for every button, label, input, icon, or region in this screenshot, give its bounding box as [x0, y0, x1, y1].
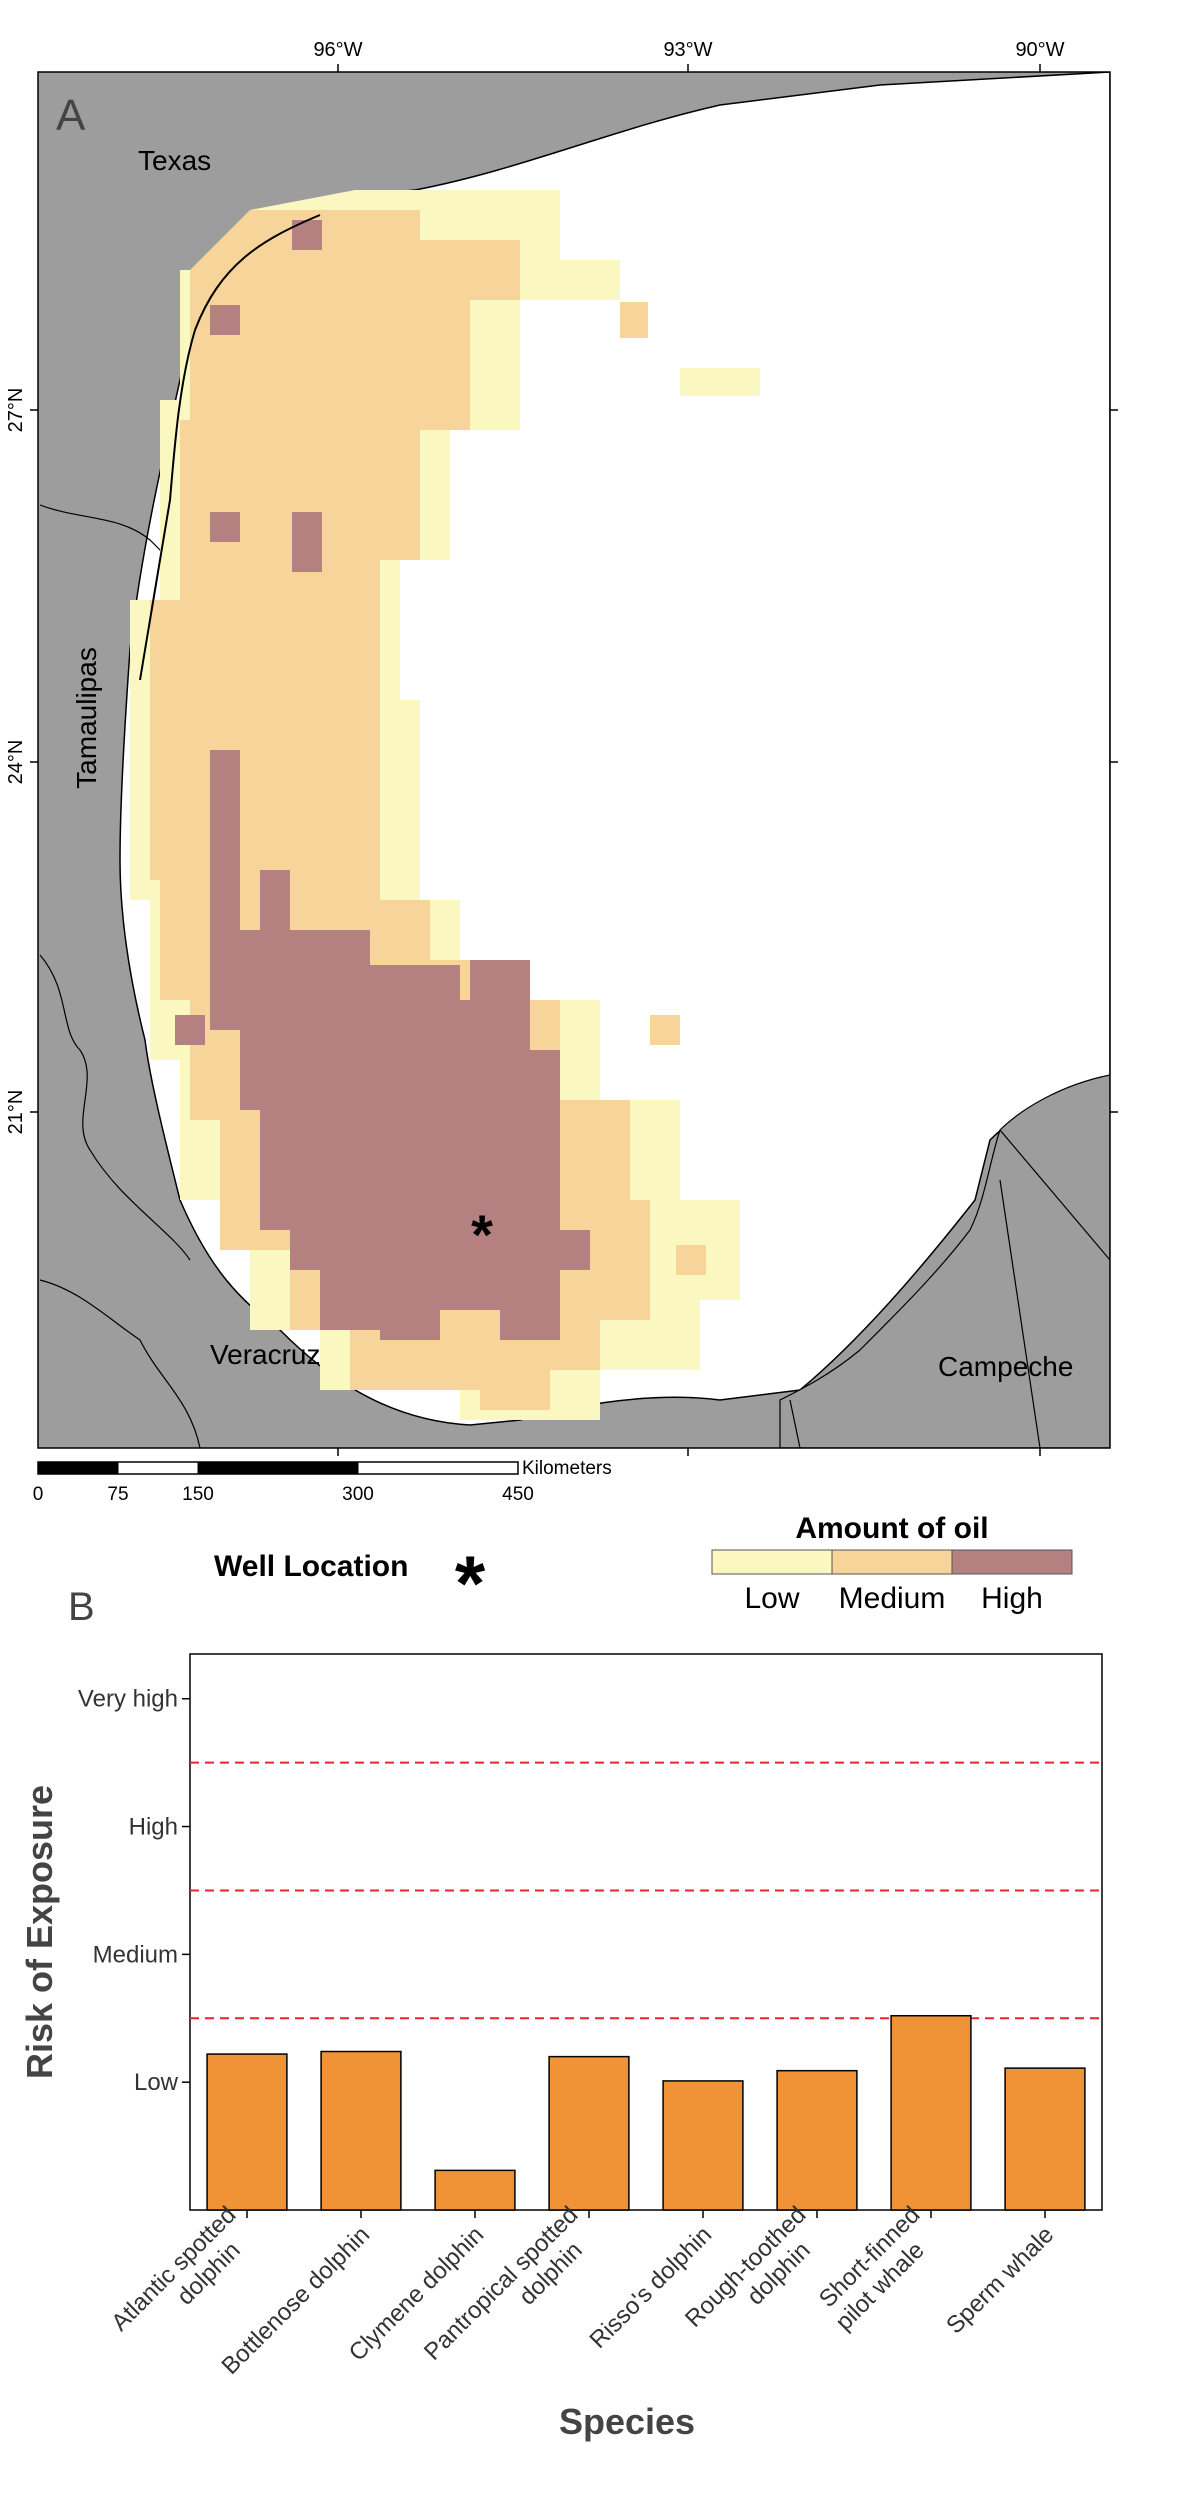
x-tick-label-0: Atlantic spotteddolphin	[106, 2201, 261, 2356]
oil-legend-medium: Medium	[839, 1582, 946, 1615]
state-borders	[39, 504, 1110, 1448]
lon-axis: 96°W 93°W 90°W	[313, 39, 1065, 1456]
lat-label-21n: 21°N	[5, 1090, 27, 1135]
scale-tick-300: 300	[342, 1484, 374, 1505]
bar-6	[890, 2014, 972, 2211]
well-marker-icon: *	[471, 1203, 493, 1266]
panel-b-chart: B Risk of Exposure Species Low Medium High…	[19, 1585, 1103, 2442]
place-campeche: Campeche	[938, 1351, 1073, 1382]
panel-a-map: 96°W 93°W 90°W 27°N 24°N 21°N A Texas Ta…	[5, 39, 1118, 1627]
x-tick-label-6: Short-finnedpilot whale	[811, 2201, 946, 2336]
oil-legend-swatch-medium	[831, 1549, 953, 1575]
bar-2	[434, 2169, 516, 2211]
oil-legend-swatch-low	[711, 1549, 833, 1575]
scale-tick-0: 0	[33, 1484, 44, 1505]
y-tick-label-2: High	[129, 1814, 178, 1841]
scale-tick-150: 150	[182, 1484, 214, 1505]
lat-label-27n: 27°N	[5, 388, 27, 433]
oil-legend-swatch-high	[951, 1549, 1073, 1575]
threshold-lines	[190, 1761, 1102, 2020]
oil-legend-title: Amount of oil	[795, 1512, 988, 1545]
lon-label-96w: 96°W	[313, 39, 362, 61]
panel-b-label: B	[68, 1585, 95, 1629]
oil-cells	[130, 190, 760, 1420]
x-axis-title: Species	[559, 2401, 695, 2442]
scale-tick-75: 75	[107, 1484, 128, 1505]
x-tick-label-7: Sperm whale	[941, 2221, 1059, 2339]
yucatan-land	[779, 1074, 1110, 1448]
place-tamaulipas: Tamaulipas	[71, 647, 102, 789]
bar-3	[548, 2055, 630, 2211]
coastline	[139, 214, 321, 681]
place-texas: Texas	[138, 145, 211, 176]
place-veracruz: Veracruz	[210, 1339, 321, 1370]
y-tick-label-3: Very high	[78, 1686, 178, 1713]
lon-label-93w: 93°W	[663, 39, 712, 61]
well-location-label: Well Location	[214, 1550, 408, 1583]
bar-7	[1004, 2067, 1086, 2211]
bar-5	[776, 2069, 858, 2211]
bar-4	[662, 2080, 744, 2211]
lat-axis: 27°N 24°N 21°N	[5, 388, 1118, 1135]
bar-1	[320, 2050, 402, 2211]
scale-bar: Kilometers 0 75 150 300 450	[33, 1458, 612, 1505]
scale-unit: Kilometers	[522, 1458, 612, 1479]
well-legend-icon: *	[455, 1539, 486, 1627]
y-tick-label-0: Low	[134, 2069, 179, 2096]
x-tick-label-4: Risso's dolphin	[585, 2221, 718, 2354]
oil-legend: Amount of oil Low Medium High	[711, 1512, 1073, 1615]
lat-label-24n: 24°N	[5, 740, 27, 785]
map-frame	[37, 71, 1111, 1449]
bar-0	[206, 2053, 288, 2211]
oil-legend-low: Low	[744, 1582, 799, 1615]
y-axis-title: Risk of Exposure	[19, 1785, 60, 2079]
y-ticks: Low Medium High Very high	[78, 1686, 190, 2096]
lon-label-90w: 90°W	[1015, 39, 1064, 61]
bars	[206, 2014, 1086, 2211]
y-tick-label-1: Medium	[93, 1941, 178, 1968]
scale-tick-450: 450	[502, 1484, 534, 1505]
oil-legend-high: High	[981, 1582, 1043, 1615]
x-tick-label-3: Pantropical spotteddolphin	[419, 2201, 603, 2385]
x-tick-label-5: Rough-tootheddolphin	[680, 2201, 831, 2352]
panel-a-label: A	[56, 91, 86, 140]
